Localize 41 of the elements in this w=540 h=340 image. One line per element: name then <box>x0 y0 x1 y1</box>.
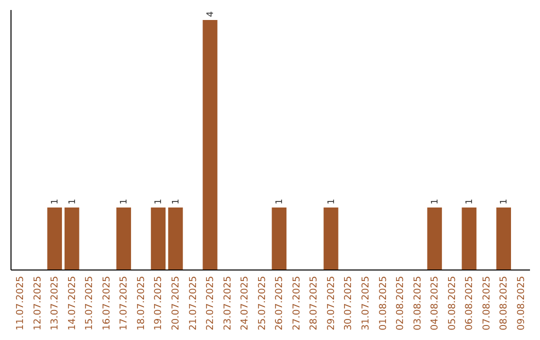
data-label: 1 <box>465 198 476 204</box>
x-tick-label: 12.07.2025 <box>32 276 44 330</box>
x-tick-label: 05.08.2025 <box>446 276 458 330</box>
x-tick-label: 28.07.2025 <box>308 276 320 330</box>
x-tick-label: 09.08.2025 <box>516 276 527 330</box>
x-tick-label: 31.07.2025 <box>360 276 372 330</box>
data-label: 4 <box>206 11 216 17</box>
data-label: 1 <box>430 198 441 204</box>
x-tick-label: 02.08.2025 <box>395 276 406 330</box>
x-tick-label: 13.07.2025 <box>50 276 61 330</box>
x-tick-label: 16.07.2025 <box>101 276 112 330</box>
x-tick-label: 19.07.2025 <box>153 276 164 330</box>
x-tick-label: 11.07.2025 <box>15 276 26 330</box>
data-label: 1 <box>154 198 164 204</box>
x-tick-label: 21.07.2025 <box>188 276 199 330</box>
data-label: 1 <box>326 198 337 204</box>
x-tick-label: 01.08.2025 <box>378 276 389 330</box>
x-tick-label: 18.07.2025 <box>136 276 147 330</box>
x-tick-label: 29.07.2025 <box>326 276 337 330</box>
x-tick-label: 04.08.2025 <box>430 276 441 330</box>
x-tick-label: 20.07.2025 <box>170 276 182 330</box>
x-tick-label: 07.08.2025 <box>481 276 492 330</box>
x-tick-label: 24.07.2025 <box>240 276 251 330</box>
data-label: 1 <box>120 198 130 204</box>
x-tick-label: 14.07.2025 <box>66 276 78 330</box>
data-label: 1 <box>275 198 286 204</box>
x-tick-label: 30.07.2025 <box>343 276 354 330</box>
x-tick-label: 23.07.2025 <box>222 276 234 330</box>
data-label: 1 <box>50 198 61 204</box>
data-label: 1 <box>172 198 182 204</box>
x-tick-label: 15.07.2025 <box>84 276 96 330</box>
data-label: 1 <box>68 198 78 204</box>
x-tick-label: 22.07.2025 <box>205 276 216 330</box>
x-tick-label: 08.08.2025 <box>498 276 510 330</box>
x-tick-label: 03.08.2025 <box>412 276 424 330</box>
x-tick-label: 17.07.2025 <box>118 276 130 330</box>
x-tick-label: 25.07.2025 <box>256 276 268 330</box>
x-tick-label: 26.07.2025 <box>274 276 286 330</box>
data-label: 1 <box>500 198 510 204</box>
x-tick-label: 27.07.2025 <box>291 276 302 330</box>
x-tick-label: 06.08.2025 <box>464 276 476 330</box>
